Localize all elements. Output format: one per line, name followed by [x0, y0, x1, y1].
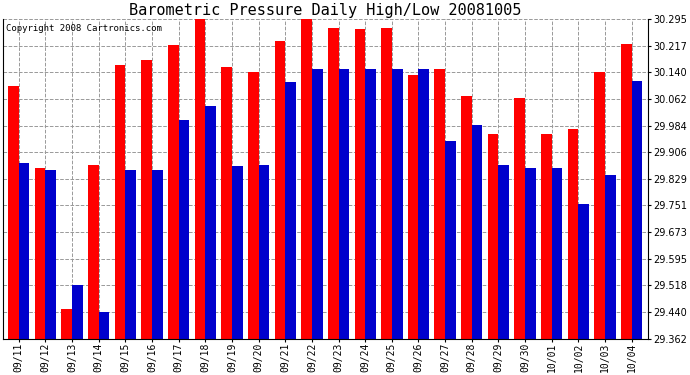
Bar — [498, 165, 509, 339]
Bar — [605, 175, 615, 339]
Bar — [88, 165, 99, 339]
Text: Copyright 2008 Cartronics.com: Copyright 2008 Cartronics.com — [6, 24, 162, 33]
Bar — [275, 41, 285, 339]
Bar — [525, 168, 535, 339]
Bar — [621, 44, 631, 339]
Bar — [381, 27, 392, 339]
Bar — [578, 204, 589, 339]
Bar — [461, 96, 472, 339]
Bar — [72, 285, 83, 339]
Bar — [339, 69, 349, 339]
Bar — [232, 166, 243, 339]
Bar — [515, 98, 525, 339]
Bar — [61, 309, 72, 339]
Bar — [541, 134, 552, 339]
Bar — [312, 69, 322, 339]
Bar — [419, 69, 429, 339]
Bar — [408, 75, 419, 339]
Bar — [126, 170, 136, 339]
Bar — [195, 19, 206, 339]
Bar — [552, 168, 562, 339]
Bar — [285, 82, 296, 339]
Bar — [445, 141, 456, 339]
Bar — [8, 86, 19, 339]
Bar — [248, 72, 259, 339]
Bar — [631, 81, 642, 339]
Bar — [392, 69, 402, 339]
Bar — [259, 165, 269, 339]
Bar — [99, 312, 110, 339]
Bar — [355, 29, 365, 339]
Bar — [221, 67, 232, 339]
Bar — [168, 45, 179, 339]
Bar — [472, 125, 482, 339]
Bar — [488, 134, 498, 339]
Bar — [115, 65, 126, 339]
Bar — [302, 19, 312, 339]
Bar — [365, 69, 376, 339]
Bar — [568, 129, 578, 339]
Bar — [594, 72, 605, 339]
Bar — [435, 69, 445, 339]
Bar — [179, 120, 189, 339]
Bar — [152, 170, 163, 339]
Bar — [34, 168, 46, 339]
Bar — [19, 163, 30, 339]
Bar — [141, 60, 152, 339]
Bar — [206, 106, 216, 339]
Bar — [328, 27, 339, 339]
Bar — [46, 170, 56, 339]
Title: Barometric Pressure Daily High/Low 20081005: Barometric Pressure Daily High/Low 20081… — [129, 3, 522, 18]
